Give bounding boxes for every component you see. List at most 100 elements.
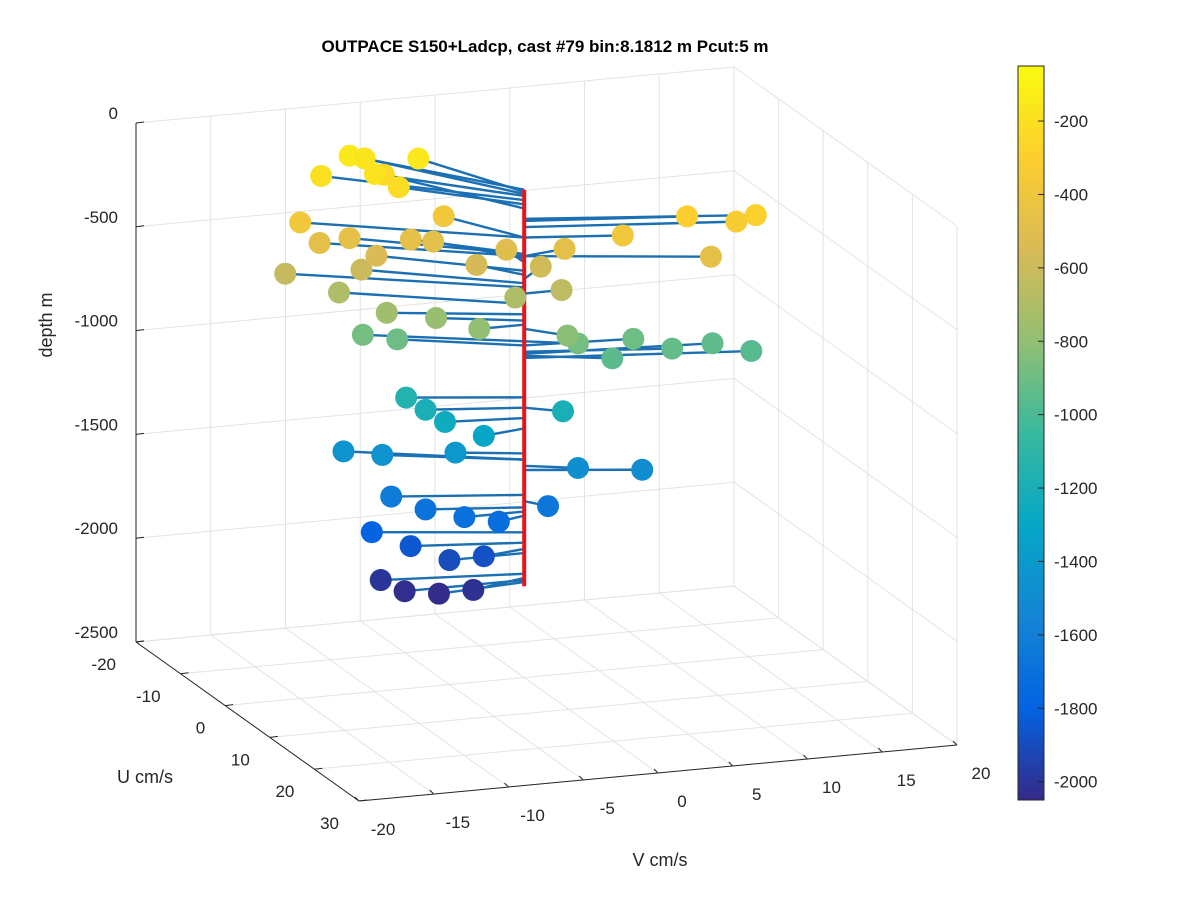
stem-line <box>380 572 525 582</box>
y-tick-mark <box>314 767 323 770</box>
data-point <box>725 210 748 233</box>
data-point <box>350 258 373 281</box>
data-point <box>308 231 331 254</box>
data-point <box>744 204 767 227</box>
data-point <box>699 245 722 268</box>
data-point <box>353 147 376 170</box>
data-point <box>363 162 386 185</box>
stem-line <box>386 311 525 316</box>
y-tick-mark <box>225 704 234 707</box>
data-point <box>740 340 763 363</box>
data-point <box>444 441 467 464</box>
x-tick-label: 5 <box>752 785 761 804</box>
data-point <box>453 506 476 529</box>
colorbar-tick-label: -1200 <box>1054 479 1097 498</box>
y-tick-label: 30 <box>320 814 339 833</box>
data-point <box>661 337 684 360</box>
gridline <box>135 274 735 332</box>
stem-line <box>391 493 525 498</box>
data-point <box>365 244 388 267</box>
data-point <box>427 582 450 605</box>
x-axis-label: V cm/s <box>632 850 687 870</box>
data-point <box>328 281 351 304</box>
data-point <box>537 495 560 518</box>
gridline <box>733 170 958 331</box>
stem-line <box>417 157 525 193</box>
data-point <box>387 176 410 199</box>
data-point <box>375 301 398 324</box>
stem-line <box>321 174 525 202</box>
chart-title: OUTPACE S150+Ladcp, cast #79 bin:8.1812 … <box>321 37 768 56</box>
gridline <box>135 66 735 124</box>
data-point <box>422 230 445 253</box>
z-tick-mark <box>135 536 145 539</box>
stem-line <box>425 506 525 511</box>
tick-labels: 0 -500 -1000 -1500 -2000 -2500 -20 -10 0 10 20 30 -2… <box>75 104 991 839</box>
y-tick-label: 10 <box>231 750 250 769</box>
y-tick-mark <box>135 640 145 643</box>
y-tick-label: 20 <box>275 782 294 801</box>
data-point <box>504 286 527 309</box>
data-point <box>468 317 491 340</box>
data-points <box>274 144 767 605</box>
y-axis-label: U cm/s <box>117 767 173 787</box>
colorbar-tick-label: -400 <box>1054 185 1088 204</box>
gridline <box>509 606 734 767</box>
data-point <box>399 228 422 251</box>
data-point <box>556 324 579 347</box>
colorbar-tick-label: -600 <box>1054 259 1088 278</box>
gridline <box>733 66 958 227</box>
gridline <box>359 620 584 781</box>
x-tick-label: 15 <box>897 771 916 790</box>
data-point <box>407 147 430 170</box>
data-point <box>601 347 624 370</box>
colorbar: -200 -400 -600 -800 -1000 -1200 -1400 -1600 -180… <box>1017 65 1097 801</box>
x-tick-mark <box>952 740 958 746</box>
x-tick-label: 0 <box>677 792 686 811</box>
x-tick-label: -10 <box>520 806 545 825</box>
stem-line <box>285 272 525 289</box>
data-point <box>399 535 422 558</box>
stem-line <box>397 338 525 347</box>
gridline <box>210 634 435 795</box>
data-point <box>487 510 510 533</box>
z-tick-mark <box>135 225 145 228</box>
data-point <box>529 255 552 278</box>
gridline <box>733 377 958 538</box>
x-tick-mark <box>728 761 734 767</box>
data-point <box>701 332 724 355</box>
gridline <box>658 592 883 753</box>
x-tick-mark <box>653 768 659 774</box>
stem-line <box>524 347 673 353</box>
data-point <box>495 238 518 261</box>
colorbar-tick-label: -800 <box>1054 332 1088 351</box>
data-point <box>566 457 589 480</box>
data-point <box>553 237 576 260</box>
stem-line <box>524 254 711 258</box>
x-tick-mark <box>504 782 509 788</box>
grid <box>135 66 958 802</box>
data-point <box>380 485 403 508</box>
y-axis-line <box>135 641 360 802</box>
z-tick-label: -1000 <box>75 312 118 331</box>
stem-line <box>524 220 737 229</box>
x-tick-mark <box>354 796 360 802</box>
z-tick-label: -500 <box>84 208 118 227</box>
colorbar-tick-label: -1800 <box>1054 699 1097 718</box>
x-tick-label: -15 <box>445 813 470 832</box>
y-tick-label: 0 <box>196 719 205 738</box>
data-point <box>465 253 488 276</box>
data-point <box>432 205 455 228</box>
gridline <box>733 274 958 435</box>
data-point <box>462 578 485 601</box>
z-tick-label: 0 <box>109 104 118 123</box>
stem-line <box>443 215 525 239</box>
data-point <box>414 498 437 521</box>
stem-line <box>425 406 525 411</box>
gridline <box>269 680 868 738</box>
gridline <box>135 170 735 228</box>
colorbar-tick-label: -1400 <box>1054 552 1097 571</box>
gridline <box>434 613 659 774</box>
gridline <box>135 585 735 643</box>
